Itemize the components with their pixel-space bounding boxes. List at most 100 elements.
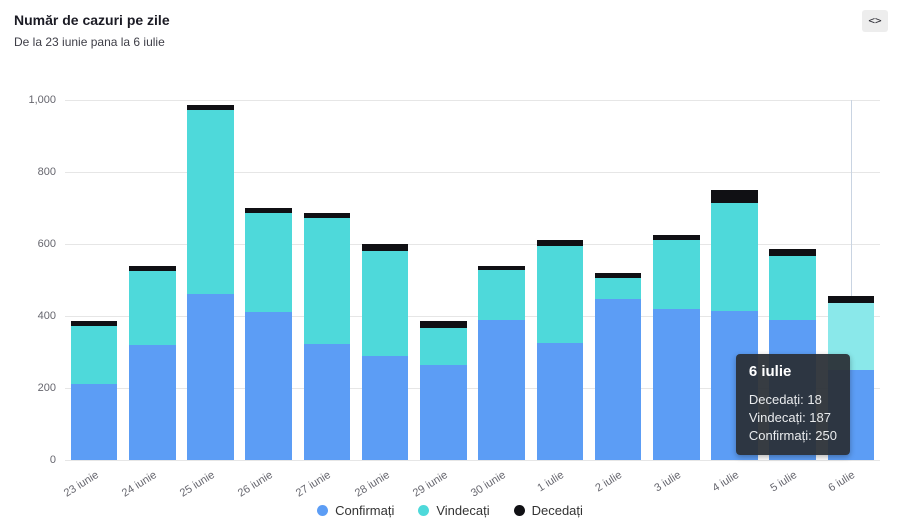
- segment-Confirmați[interactable]: [594, 299, 642, 460]
- segment-Confirmați[interactable]: [245, 312, 293, 460]
- bar-24-iunie[interactable]: [123, 100, 181, 460]
- segment-Vindecați[interactable]: [420, 327, 467, 365]
- bar-stack: [245, 208, 293, 460]
- segment-Confirmați[interactable]: [361, 355, 409, 460]
- bar-2-iulie[interactable]: [589, 100, 647, 460]
- legend-marker: [513, 505, 525, 516]
- chart-header: Număr de cazuri pe zile De la 23 iunie p…: [14, 12, 170, 49]
- segment-Decedați[interactable]: [827, 296, 875, 303]
- x-axis-cell: 2 iulie: [589, 464, 647, 500]
- tooltip-body: Decedați: 18 Vindecați: 187 Confirmați: 25…: [749, 391, 837, 445]
- segment-Vindecați[interactable]: [245, 212, 293, 313]
- segment-Vindecați[interactable]: [361, 251, 409, 356]
- x-axis-label: 3 iulie: [651, 469, 683, 495]
- crosshair-line: [850, 100, 852, 460]
- segment-Confirmați[interactable]: [303, 343, 351, 460]
- x-axis-label: 6 iulie: [826, 469, 858, 495]
- legend-label: Vindecați: [436, 503, 490, 518]
- x-axis-label: 27 iunie: [294, 469, 334, 500]
- segment-Vindecați[interactable]: [653, 239, 700, 309]
- x-axis-cell: 28 iunie: [353, 464, 414, 500]
- tooltip-line: Confirmați: 250: [748, 428, 837, 443]
- segment-Vindecați[interactable]: [536, 245, 584, 343]
- segment-Confirmați[interactable]: [478, 320, 525, 460]
- bar-stack: [129, 265, 176, 460]
- bar-stack: [478, 265, 525, 460]
- y-axis-tick: 600: [37, 238, 56, 250]
- chart-subtitle: De la 23 iunie pana la 6 iulie: [14, 35, 165, 49]
- segment-Confirmați[interactable]: [536, 343, 584, 460]
- segment-Confirmați[interactable]: [129, 344, 176, 460]
- bar-29-iunie[interactable]: [414, 100, 472, 460]
- x-axis-cell: 4 iulie: [705, 464, 763, 500]
- bar-stack: [594, 272, 642, 460]
- segment-Decedați[interactable]: [245, 208, 293, 213]
- legend: Confirmați Vindecați Decedați: [0, 503, 900, 518]
- segment-Decedați[interactable]: [653, 235, 700, 240]
- segment-Vindecați[interactable]: [129, 271, 176, 345]
- segment-Decedați[interactable]: [361, 244, 409, 252]
- x-axis-label: 29 iunie: [410, 469, 450, 500]
- bar-stack: [536, 240, 584, 460]
- tooltip-line: Vindecați: 187: [748, 410, 832, 425]
- segment-Decedați[interactable]: [70, 321, 118, 327]
- tooltip-title: 6 iulie: [748, 363, 792, 380]
- segment-Decedați[interactable]: [303, 213, 351, 218]
- segment-Confirmați[interactable]: [70, 383, 118, 460]
- bar-26-iunie[interactable]: [240, 100, 298, 460]
- segment-Vindecați[interactable]: [70, 326, 118, 384]
- bar-28-iunie[interactable]: [356, 100, 414, 460]
- x-axis-cell: 29 iunie: [410, 464, 472, 500]
- legend-item-Vindecați[interactable]: Vindecați: [418, 503, 490, 518]
- bar-1-iulie[interactable]: [531, 100, 589, 460]
- legend-marker: [317, 505, 329, 516]
- segment-Vindecați[interactable]: [711, 202, 758, 312]
- chart: 6 iulie Decedați: 18 Vindecați: 187 Confir…: [0, 94, 900, 500]
- bar-30-iunie[interactable]: [473, 100, 531, 460]
- bar-23-iunie[interactable]: [65, 100, 123, 460]
- segment-Confirmați[interactable]: [420, 364, 467, 460]
- x-axis-cell: 26 iunie: [236, 464, 298, 500]
- segment-Vindecați[interactable]: [769, 255, 817, 320]
- x-axis-label: 5 iulie: [768, 469, 800, 495]
- y-axis-tick: 400: [37, 310, 56, 322]
- gridline: [65, 316, 880, 317]
- segment-Decedați[interactable]: [769, 249, 817, 256]
- bar-27-iunie[interactable]: [298, 100, 356, 460]
- y-axis-tick: 1,000: [28, 94, 56, 106]
- embed-code-button[interactable]: <>: [862, 10, 888, 32]
- gridline: [65, 460, 880, 461]
- segment-Decedați[interactable]: [187, 105, 234, 110]
- x-axis-label: 4 iulie: [710, 469, 741, 495]
- bar-stack: [361, 244, 409, 460]
- x-axis-cell: 6 iulie: [822, 464, 880, 500]
- segment-Vindecați[interactable]: [303, 217, 351, 344]
- segment-Decedați[interactable]: [129, 265, 176, 272]
- gridline: [65, 388, 880, 389]
- gridline: [65, 244, 880, 245]
- legend-item-Confirmați[interactable]: Confirmați: [317, 503, 394, 518]
- x-axis-label: 2 iulie: [593, 469, 625, 495]
- segment-Decedați[interactable]: [420, 321, 467, 328]
- segment-Decedați[interactable]: [536, 240, 584, 246]
- segment-Confirmați[interactable]: [653, 308, 700, 460]
- x-axis-label: 24 iunie: [119, 469, 159, 500]
- segment-Decedați[interactable]: [711, 190, 758, 203]
- segment-Vindecați[interactable]: [594, 277, 642, 300]
- bar-stack: [653, 235, 700, 460]
- legend-item-Decedați[interactable]: Decedați: [513, 503, 583, 518]
- segment-Vindecați[interactable]: [478, 269, 525, 321]
- y-axis-tick: 800: [37, 166, 56, 178]
- bar-3-iulie[interactable]: [647, 100, 705, 460]
- segment-Decedați[interactable]: [478, 265, 525, 270]
- x-axis-label: 1 iulie: [535, 469, 567, 495]
- gridline: [65, 172, 880, 173]
- chart-title: Număr de cazuri pe zile: [14, 12, 170, 28]
- segment-Vindecați[interactable]: [187, 109, 234, 295]
- segment-Decedați[interactable]: [594, 272, 642, 278]
- segment-Confirmați[interactable]: [187, 294, 234, 460]
- gridline: [65, 100, 880, 101]
- x-axis-cell: 24 iunie: [119, 464, 181, 500]
- bar-25-iunie[interactable]: [181, 100, 239, 460]
